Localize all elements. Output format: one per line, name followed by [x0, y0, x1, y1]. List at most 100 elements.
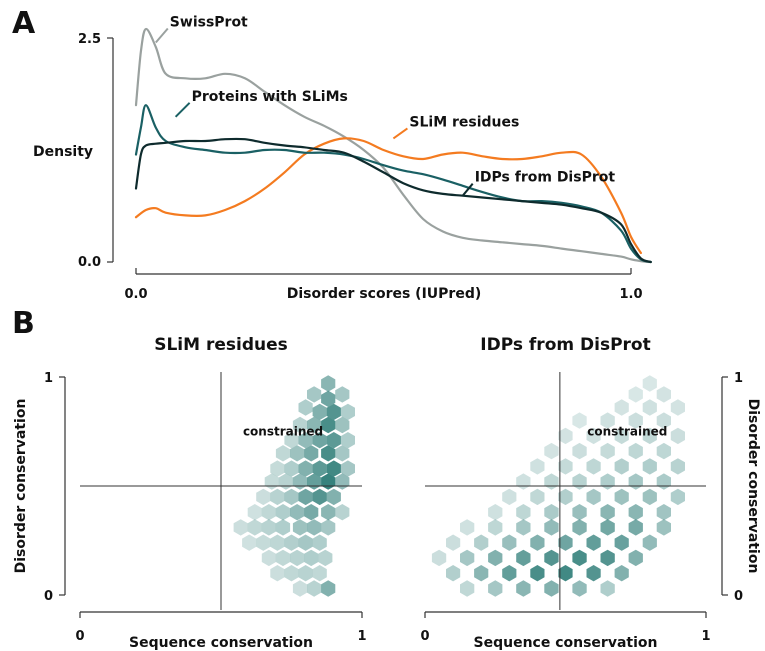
slim-hex-cell — [326, 432, 341, 449]
slim-ytick-max: 1 — [44, 371, 53, 386]
disprot-hex-cell — [586, 427, 601, 445]
disprot-hex-cell — [614, 488, 629, 506]
slim-hex-cell — [290, 445, 305, 462]
slim-x-axis-label: Sequence conservation — [129, 635, 313, 651]
disprot-hex-cell — [656, 473, 671, 490]
slim-hex-cell — [321, 580, 336, 597]
disprot-hex-cell — [586, 488, 601, 506]
slim-hex-cell — [304, 445, 319, 462]
disprot-hex-cell — [600, 442, 615, 460]
disprot-y-axis-label: Disorder conservation — [745, 399, 761, 574]
disprot-hex-cell — [642, 375, 657, 392]
disprot-hex-cell — [600, 519, 615, 536]
slim-y-axis-label: Disorder conservation — [13, 399, 29, 574]
disprot-xtick-max: 1 — [701, 629, 710, 644]
hexbin-disprot: 0 1 1 0 IDPs from DisProt Sequence conservati… — [420, 335, 761, 651]
slim-hex-cell — [312, 488, 327, 506]
disprot-hex-cell — [544, 519, 559, 536]
slim-hex-cell — [292, 416, 308, 434]
density-y-axis-label: Density — [33, 144, 93, 160]
panel-b-letter: B — [12, 306, 35, 341]
slim-hex-cell — [233, 519, 248, 536]
slim-hex-cell — [284, 565, 299, 582]
disprot-hex-cell — [600, 549, 615, 567]
disprot-hex-cell — [502, 488, 517, 506]
disprot-hex-cell — [670, 399, 685, 416]
slim-hex-cell — [256, 534, 271, 551]
slim-hex-cell — [312, 460, 327, 477]
disprot-hex-cell — [516, 504, 531, 521]
disprot-hex-cell — [628, 519, 643, 536]
density-xtick-min: 0.0 — [124, 287, 147, 302]
slim-hex-cell — [270, 488, 285, 506]
disprot-hex-cell — [558, 534, 573, 551]
disprot-hex-cell — [544, 504, 559, 521]
hexbin-slim-residues: 0 1 1 0 SLiM residues Sequence conservation Di… — [13, 335, 367, 651]
disprot-hex-cell — [460, 549, 475, 567]
slim-quadrant-label: constrained — [243, 425, 323, 439]
slim-hex-cell — [247, 519, 262, 536]
disprot-hex-cell — [516, 473, 531, 490]
curve-idps-from-disprot — [134, 137, 652, 264]
slim-hex-cell — [312, 534, 327, 551]
slim-hex-cell — [290, 504, 305, 521]
slim-hex-cell — [321, 375, 336, 392]
slim-hex-cell — [298, 399, 313, 416]
disprot-hex-cell — [642, 427, 657, 445]
slim-hex-cell — [275, 504, 291, 521]
density-xtick-max: 1.0 — [619, 287, 642, 302]
disprot-hex-cell — [530, 458, 545, 475]
slim-hex-cell — [292, 580, 308, 597]
annotation-leader-idps-from-disprot — [461, 183, 474, 197]
disprot-hex-cell — [544, 473, 559, 490]
slim-hex-cell — [304, 549, 319, 567]
disprot-quadrant-label: constrained — [587, 425, 667, 439]
disprot-hex-cell — [516, 549, 531, 567]
disprot-hex-cell — [600, 580, 615, 597]
disprot-hex-cell — [572, 473, 587, 490]
slim-ytick-min: 0 — [44, 589, 53, 604]
annotation-idps-from-disprot: IDPs from DisProt — [475, 170, 616, 186]
disprot-hex-cell — [474, 534, 489, 551]
slim-hex-cell — [261, 504, 276, 521]
disprot-hex-cell — [656, 386, 671, 403]
disprot-hex-cell — [600, 504, 615, 521]
slim-hex-cell — [270, 460, 285, 477]
slim-hex-cell — [326, 460, 341, 477]
annotation-slim-residues: SLiM residues — [409, 114, 519, 130]
slim-hex-cell — [335, 416, 350, 434]
disprot-hex-cell — [544, 549, 559, 567]
disprot-hex-cell — [586, 534, 601, 551]
disprot-hex-cell — [572, 519, 587, 536]
disprot-hex-cell — [474, 565, 489, 582]
disprot-hex-cell — [656, 519, 671, 536]
disprot-hex-cell — [628, 412, 643, 429]
panel-a-letter: A — [12, 6, 36, 41]
annotation-proteins-with-slims: Proteins with SLiMs — [192, 89, 348, 105]
disprot-ytick-min: 0 — [734, 589, 743, 604]
disprot-hex-cell — [488, 549, 503, 567]
density-ytick-min: 0.0 — [78, 255, 101, 270]
disprot-hex-cell — [628, 473, 643, 490]
disprot-hex-cell — [642, 458, 657, 475]
annotation-leader-slim-residues — [392, 127, 408, 140]
slim-hex-cell — [321, 519, 336, 536]
disprot-hex-cell — [628, 386, 643, 403]
density-annotations: SwissProt Proteins with SLiMs SLiM residue… — [155, 15, 616, 197]
disprot-hex-cell — [628, 504, 643, 521]
disprot-hex-cell — [614, 427, 629, 445]
slim-panel-title: SLiM residues — [154, 335, 288, 355]
slim-hex-cell — [307, 386, 322, 403]
disprot-hex-cell — [614, 534, 629, 551]
disprot-hex-cell — [572, 580, 587, 597]
disprot-hex-cell — [572, 412, 587, 429]
disprot-hex-cell — [670, 458, 685, 475]
density-x-axis-label: Disorder scores (IUPred) — [287, 286, 481, 302]
slim-hex-cell — [290, 549, 305, 567]
disprot-hex-cell — [488, 580, 503, 597]
slim-hex-cell — [261, 519, 276, 536]
slim-hex-cell — [298, 488, 313, 506]
disprot-hex-cell — [530, 534, 545, 551]
slim-hex-cell — [312, 565, 327, 582]
